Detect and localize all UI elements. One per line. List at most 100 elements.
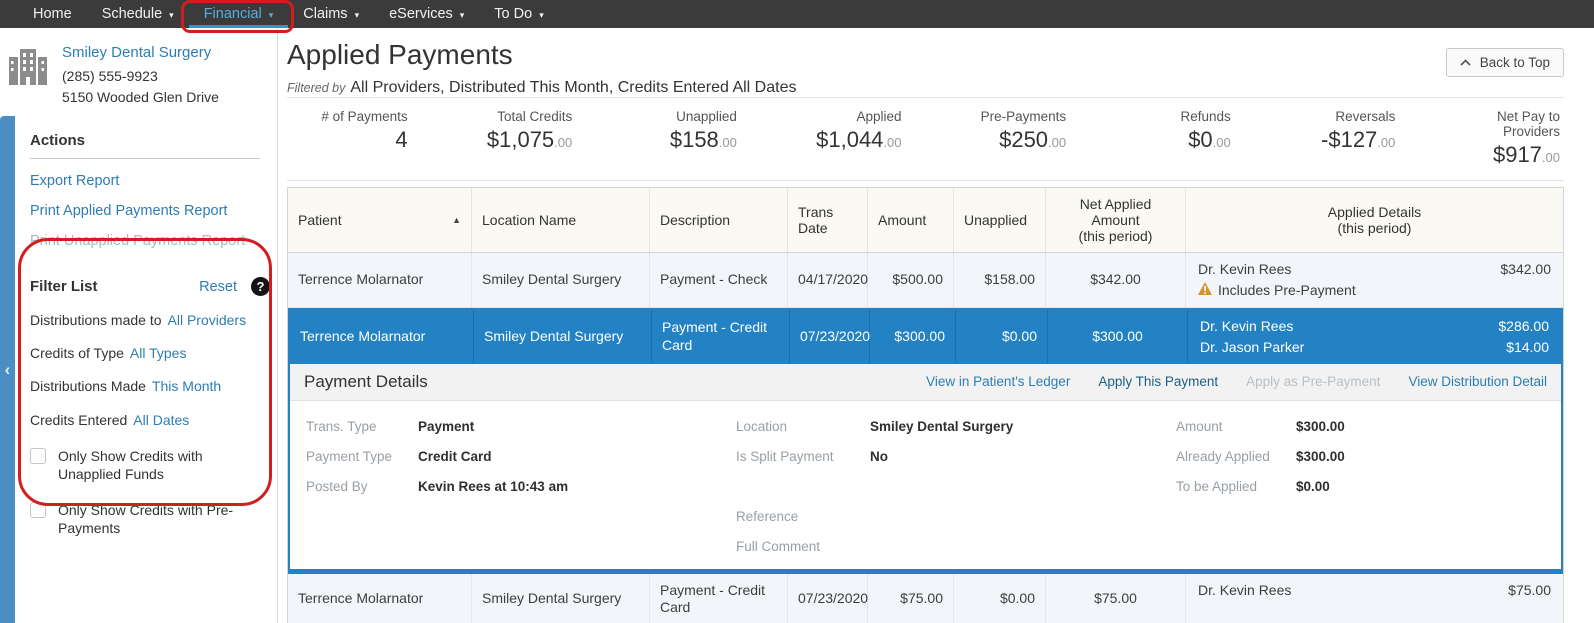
view-in-ledger-link[interactable]: View in Patient's Ledger (926, 374, 1071, 390)
nav-home[interactable]: Home (18, 0, 87, 28)
unapplied-funds-checkbox[interactable] (30, 447, 46, 464)
help-icon[interactable]: ? (251, 277, 270, 296)
warning-icon (1198, 280, 1212, 301)
field-value (870, 501, 1176, 531)
field-value: $0.00 (1296, 478, 1330, 494)
top-nav: Home Schedule ▾ Financial ▾ Claims ▾ eSe… (0, 0, 1594, 33)
checkbox-label: Only Show Credits with Pre-Payments (58, 502, 234, 537)
summary-num-payments: # of Payments 4 (321, 108, 408, 152)
nav-financial-label: Financial (203, 6, 262, 22)
table-row-selected[interactable]: Terrence Molarnator Smiley Dental Surger… (290, 309, 1561, 364)
summary-total-credits: Total Credits $1,075.00 (486, 108, 573, 152)
field-label: Reference (736, 508, 799, 524)
field-value: Payment (418, 418, 475, 434)
field-label: Location (736, 418, 788, 434)
filter-label: Distributions Made (30, 378, 146, 395)
filter-value-link[interactable]: All Providers (167, 312, 247, 328)
sort-ascending-icon: ▲ (452, 214, 461, 225)
filter-credits-entered: Credits Entered All Dates (30, 411, 272, 429)
col-header-amount[interactable]: Amount (868, 187, 954, 252)
col-header-location[interactable]: Location Name (472, 187, 650, 252)
field-label: Is Split Payment (736, 448, 834, 464)
sidebar-collapse-strip[interactable]: ‹ (0, 116, 15, 623)
col-header-net-applied[interactable]: Net Applied Amount (this period) (1046, 187, 1186, 252)
filter-distributions-made: Distributions Made This Month (30, 377, 272, 395)
apply-as-pre-payment-link: Apply as Pre-Payment (1246, 374, 1381, 390)
payment-details-title: Payment Details (304, 371, 428, 391)
nav-eservices-label: eServices (389, 6, 453, 22)
filter-value-link[interactable]: All Dates (133, 411, 190, 428)
nav-eservices[interactable]: eServices ▾ (374, 0, 479, 28)
checkbox-label: Only Show Credits with Unapplied Funds (58, 447, 203, 482)
checkbox-pre-payments-row: Only Show Credits with Pre-Payments (30, 501, 258, 537)
filter-credits-of-type: Credits of Type All Types (30, 344, 272, 362)
payments-table: Patient ▲ Location Name Description Tran… (287, 186, 1564, 623)
filtered-by-label: Filtered by (287, 80, 346, 95)
field-label: Payment Type (306, 448, 393, 464)
filter-value-link[interactable]: This Month (151, 378, 222, 395)
col-header-description[interactable]: Description (650, 187, 788, 252)
field-label: To be Applied (1176, 478, 1258, 494)
filter-label: Credits of Type (30, 345, 124, 362)
col-header-applied-details[interactable]: Applied Details (this period) (1327, 203, 1422, 236)
summary-unapplied: Unapplied $158.00 (669, 108, 737, 152)
back-to-top-label: Back to Top (1479, 55, 1550, 70)
field-label: Already Applied (1176, 448, 1270, 464)
practice-phone: (285) 555-9923 (62, 68, 158, 84)
filter-list-header: Filter List Reset ? (30, 277, 270, 296)
table-row[interactable]: Terrence Molarnator Smiley Dental Surger… (288, 252, 1563, 308)
col-header-trans-date[interactable]: Trans Date (788, 187, 868, 252)
nav-todo[interactable]: To Do ▾ (479, 0, 558, 28)
payment-details-panel: Payment Details View in Patient's Ledger… (290, 363, 1561, 569)
filtered-by-line: Filtered by All Providers, Distributed Th… (287, 79, 796, 97)
col-header-unapplied[interactable]: Unapplied (954, 187, 1046, 252)
col-header-patient[interactable]: Patient ▲ (288, 187, 472, 252)
apply-this-payment-link[interactable]: Apply This Payment (1098, 374, 1219, 390)
selected-payment-block: Terrence Molarnator Smiley Dental Surger… (288, 307, 1563, 574)
filter-label: Distributions made to (30, 312, 162, 328)
filtered-by-value: All Providers, Distributed This Month, C… (350, 78, 797, 96)
caret-down-icon: ▾ (539, 9, 544, 20)
view-distribution-detail-link[interactable]: View Distribution Detail (1408, 374, 1547, 390)
nav-claims[interactable]: Claims ▾ (288, 0, 374, 28)
table-row[interactable]: Terrence Molarnator Smiley Dental Surger… (288, 573, 1563, 623)
practice-info: Smiley Dental Surgery (285) 555-9923 515… (0, 28, 277, 114)
field-label: Amount (1176, 418, 1223, 434)
reset-filters-link[interactable]: Reset (199, 278, 237, 295)
summary-pre-payments: Pre-Payments $250.00 (980, 108, 1067, 152)
print-unapplied-payments-link: Print Unapplied Payments Report (30, 233, 246, 249)
sidebar-panel: ‹ Actions Export Report Print Applied Pa… (0, 114, 277, 623)
caret-down-icon: ▾ (459, 9, 465, 20)
back-to-top-button[interactable]: Back to Top (1445, 48, 1564, 77)
nav-schedule[interactable]: Schedule ▾ (87, 0, 189, 28)
left-sidebar: Smiley Dental Surgery (285) 555-9923 515… (0, 28, 278, 623)
field-value: No (870, 448, 888, 464)
export-report-link[interactable]: Export Report (30, 173, 120, 189)
filter-label: Credits Entered (30, 411, 128, 428)
table-header-row: Patient ▲ Location Name Description Tran… (288, 187, 1563, 253)
summary-refunds: Refunds $0.00 (1180, 108, 1231, 152)
nav-financial[interactable]: Financial ▾ (180, 0, 295, 33)
pre-payments-checkbox[interactable] (30, 502, 46, 519)
field-label: Posted By (306, 478, 368, 494)
field-value: Kevin Rees at 10:43 am (418, 478, 569, 494)
payment-details-body: Trans. Type Payment Location Smiley Dent… (290, 401, 1561, 569)
buildings-icon (8, 44, 48, 108)
summary-applied: Applied $1,044.00 (816, 108, 902, 152)
practice-address: 5150 Wooded Glen Drive (62, 89, 219, 105)
page-title: Applied Payments (287, 39, 513, 70)
filter-distributions-made-to: Distributions made to All Providers (30, 311, 272, 329)
filter-list-title: Filter List (30, 278, 98, 295)
summary-net-pay: Net Pay to Providers $917.00 (1492, 108, 1560, 167)
nav-schedule-label: Schedule (101, 6, 163, 22)
caret-down-icon: ▾ (268, 9, 274, 20)
field-label: Trans. Type (306, 418, 377, 434)
checkbox-unapplied-funds-row: Only Show Credits with Unapplied Funds (30, 447, 258, 483)
print-applied-payments-link[interactable]: Print Applied Payments Report (30, 203, 228, 219)
chevron-up-icon (1460, 55, 1471, 70)
collapse-left-icon[interactable]: ‹ (4, 360, 11, 379)
nav-claims-label: Claims (303, 6, 348, 22)
field-value: $300.00 (1296, 448, 1345, 464)
practice-name-link[interactable]: Smiley Dental Surgery (62, 44, 212, 61)
filter-value-link[interactable]: All Types (129, 345, 187, 362)
